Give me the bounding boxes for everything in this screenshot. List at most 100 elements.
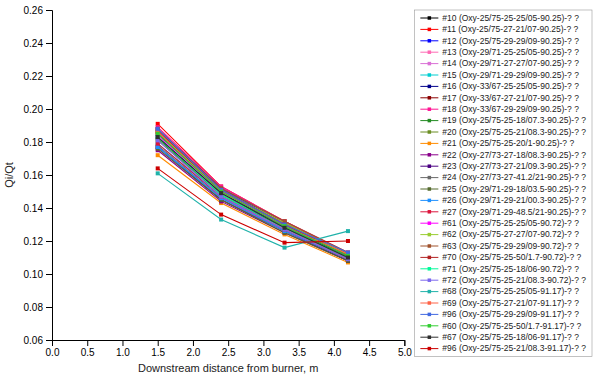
legend-entry: #23 (Oxy-27/73-27-21/09.3-90.25)-? ?	[420, 161, 586, 171]
legend-label: #26 (Oxy-29/71-29-21/00.3-90.25)-? ?	[442, 195, 586, 205]
series	[156, 127, 350, 258]
series-marker	[219, 213, 223, 217]
legend-label: #24 (Oxy-27/73-27-41.2/21-90.25)-? ?	[442, 172, 586, 182]
y-axis-tick-label: 0.08	[24, 302, 44, 313]
legend-entry: #12 (Oxy-25/75-29-29/09-90.25)-? ?	[420, 36, 579, 46]
legend-marker	[428, 153, 432, 157]
series-marker	[346, 239, 350, 243]
y-axis-line	[46, 11, 53, 341]
legend-label: #13 (Oxy-29/71-25-25/05-90.25)-? ?	[442, 47, 579, 57]
legend-marker	[428, 16, 432, 20]
series	[156, 132, 350, 258]
legend-label: #17 (Oxy-33/67-27-21/07-90.25)-? ?	[442, 93, 579, 103]
legend-label: #62 (Oxy-25/75-27-27/07-90.72)-? ?	[442, 229, 579, 239]
legend-marker	[428, 39, 432, 43]
y-axis-tick-label: 0.06	[24, 335, 44, 346]
y-axis-tick-mark	[46, 340, 52, 341]
y-axis-tick-mark	[46, 307, 52, 308]
series-line	[158, 129, 348, 256]
y-axis-title: Qi/Qt	[3, 162, 15, 188]
series-layer	[156, 122, 350, 265]
x-axis-tick-mark	[334, 340, 335, 346]
y-axis-tick-label: 0.22	[24, 71, 44, 82]
legend-marker	[428, 96, 432, 100]
y-axis-tick: 0.24	[24, 38, 52, 49]
x-axis-tick-mark	[122, 340, 123, 346]
legend-marker	[428, 324, 432, 328]
legend-marker	[428, 62, 432, 66]
x-axis-tick-label: 2.5	[222, 347, 236, 358]
legend-label: #63 (Oxy-25/75-29-29/09-90.72)-? ?	[442, 241, 579, 251]
legend-entry: #27 (Oxy-29/71-29-48.5/21-90.25)-? ?	[420, 207, 586, 217]
legend-marker	[428, 164, 432, 168]
series-marker	[346, 256, 350, 260]
legend-marker	[428, 28, 432, 32]
x-axis-tick: 4.0	[327, 340, 341, 358]
y-axis-tick-mark	[46, 175, 52, 176]
y-axis-tick-mark	[46, 109, 52, 110]
legend-label: #18 (Oxy-33/67-29-29/09-90.25)-? ?	[442, 104, 579, 114]
series-marker	[219, 218, 223, 222]
legend-marker	[428, 85, 432, 89]
y-axis-tick-label: 0.20	[24, 104, 44, 115]
legend-label: #70 (Oxy-25/75-25-50/1.7-90.72)-? ?	[442, 252, 581, 262]
legend-marker	[428, 290, 432, 294]
legend-marker	[428, 199, 432, 203]
legend-entry: #67 (Oxy-25/75-25-18/06-91.17)-? ?	[420, 332, 579, 342]
legend-frame	[414, 10, 592, 357]
x-axis-tick: 0.5	[81, 340, 95, 358]
y-axis-tick-label: 0.26	[24, 5, 44, 16]
y-axis-tick-mark	[46, 208, 52, 209]
series-marker	[156, 127, 160, 131]
y-axis-tick: 0.14	[24, 203, 52, 214]
legend-label: #25 (Oxy-29/71-29-18/03.5-90.25)-? ?	[442, 184, 586, 194]
series-marker	[283, 226, 287, 230]
x-axis-tick-label: 5.0	[398, 347, 412, 358]
series	[156, 125, 350, 254]
series-marker	[283, 246, 287, 250]
series-marker	[156, 153, 160, 157]
series-line	[158, 127, 348, 252]
y-axis-tick: 0.18	[24, 137, 52, 148]
legend-entry: #71 (Oxy-25/75-25-18/06-90.72)-? ?	[420, 264, 579, 274]
legend-entry: #21 (Oxy-25/75-25-20/1-90.25)-? ?	[420, 138, 574, 148]
y-axis-tick: 0.06	[24, 335, 52, 346]
x-axis-tick-mark	[263, 340, 264, 346]
x-axis-tick-label: 3.0	[257, 347, 271, 358]
x-axis-tick-mark	[299, 340, 300, 346]
series-marker	[219, 191, 223, 195]
x-axis-tick-label: 3.5	[292, 347, 306, 358]
series	[156, 130, 350, 256]
legend-marker	[428, 233, 432, 237]
legend-label: #96 (Oxy-25/75-25-21/08.3-91.17)-? ?	[442, 343, 586, 353]
legend-marker	[428, 313, 432, 317]
x-axis-title: Downstream distance from burner, m	[138, 362, 318, 374]
legend-label: #60 (Oxy-25/75-25-50/1.7-91.17)-? ?	[442, 321, 581, 331]
x-axis: 0.00.51.01.52.02.53.03.54.04.55.0	[46, 340, 413, 358]
legend-marker	[428, 50, 432, 54]
legend-entry: #18 (Oxy-33/67-29-29/09-90.25)-? ?	[420, 104, 579, 114]
legend-entry: #15 (Oxy-29/71-29-29/09-90.25)-? ?	[420, 70, 579, 80]
legend-marker	[428, 347, 432, 351]
legend-label: #69 (Oxy-25/75-27-21/07-91.17)-? ?	[442, 298, 579, 308]
y-axis-tick-mark	[46, 241, 52, 242]
series	[156, 127, 350, 255]
legend-marker	[428, 244, 432, 248]
x-axis-tick-label: 1.5	[151, 347, 165, 358]
legend-label: #12 (Oxy-25/75-29-29/09-90.25)-? ?	[442, 36, 579, 46]
legend-label: #68 (Oxy-25/75-25-25/05-91.17)-? ?	[442, 286, 579, 296]
legend-entry: #96 (Oxy-25/75-29-29/09-91.17)-? ?	[420, 309, 579, 319]
x-axis-tick-mark	[158, 340, 159, 346]
x-axis-tick: 5.0	[398, 340, 412, 358]
y-axis: 0.060.080.100.120.140.160.180.200.220.24…	[24, 5, 53, 346]
legend-entry: #72 (Oxy-25/75-25-21/08.3-90.72)-? ?	[420, 275, 586, 285]
legend-marker	[428, 267, 432, 271]
legend-marker	[428, 278, 432, 282]
legend-label: #14 (Oxy-29/71-27-27/07-90.25)-? ?	[442, 58, 579, 68]
legend-entry: #22 (Oxy-27/73-27-18/08.3-90.25)-? ?	[420, 150, 586, 160]
x-axis-tick-mark	[87, 340, 88, 346]
y-axis-tick: 0.26	[24, 5, 52, 16]
x-axis-tick-label: 1.0	[116, 347, 130, 358]
legend-marker	[428, 176, 432, 180]
y-axis-tick: 0.20	[24, 104, 52, 115]
